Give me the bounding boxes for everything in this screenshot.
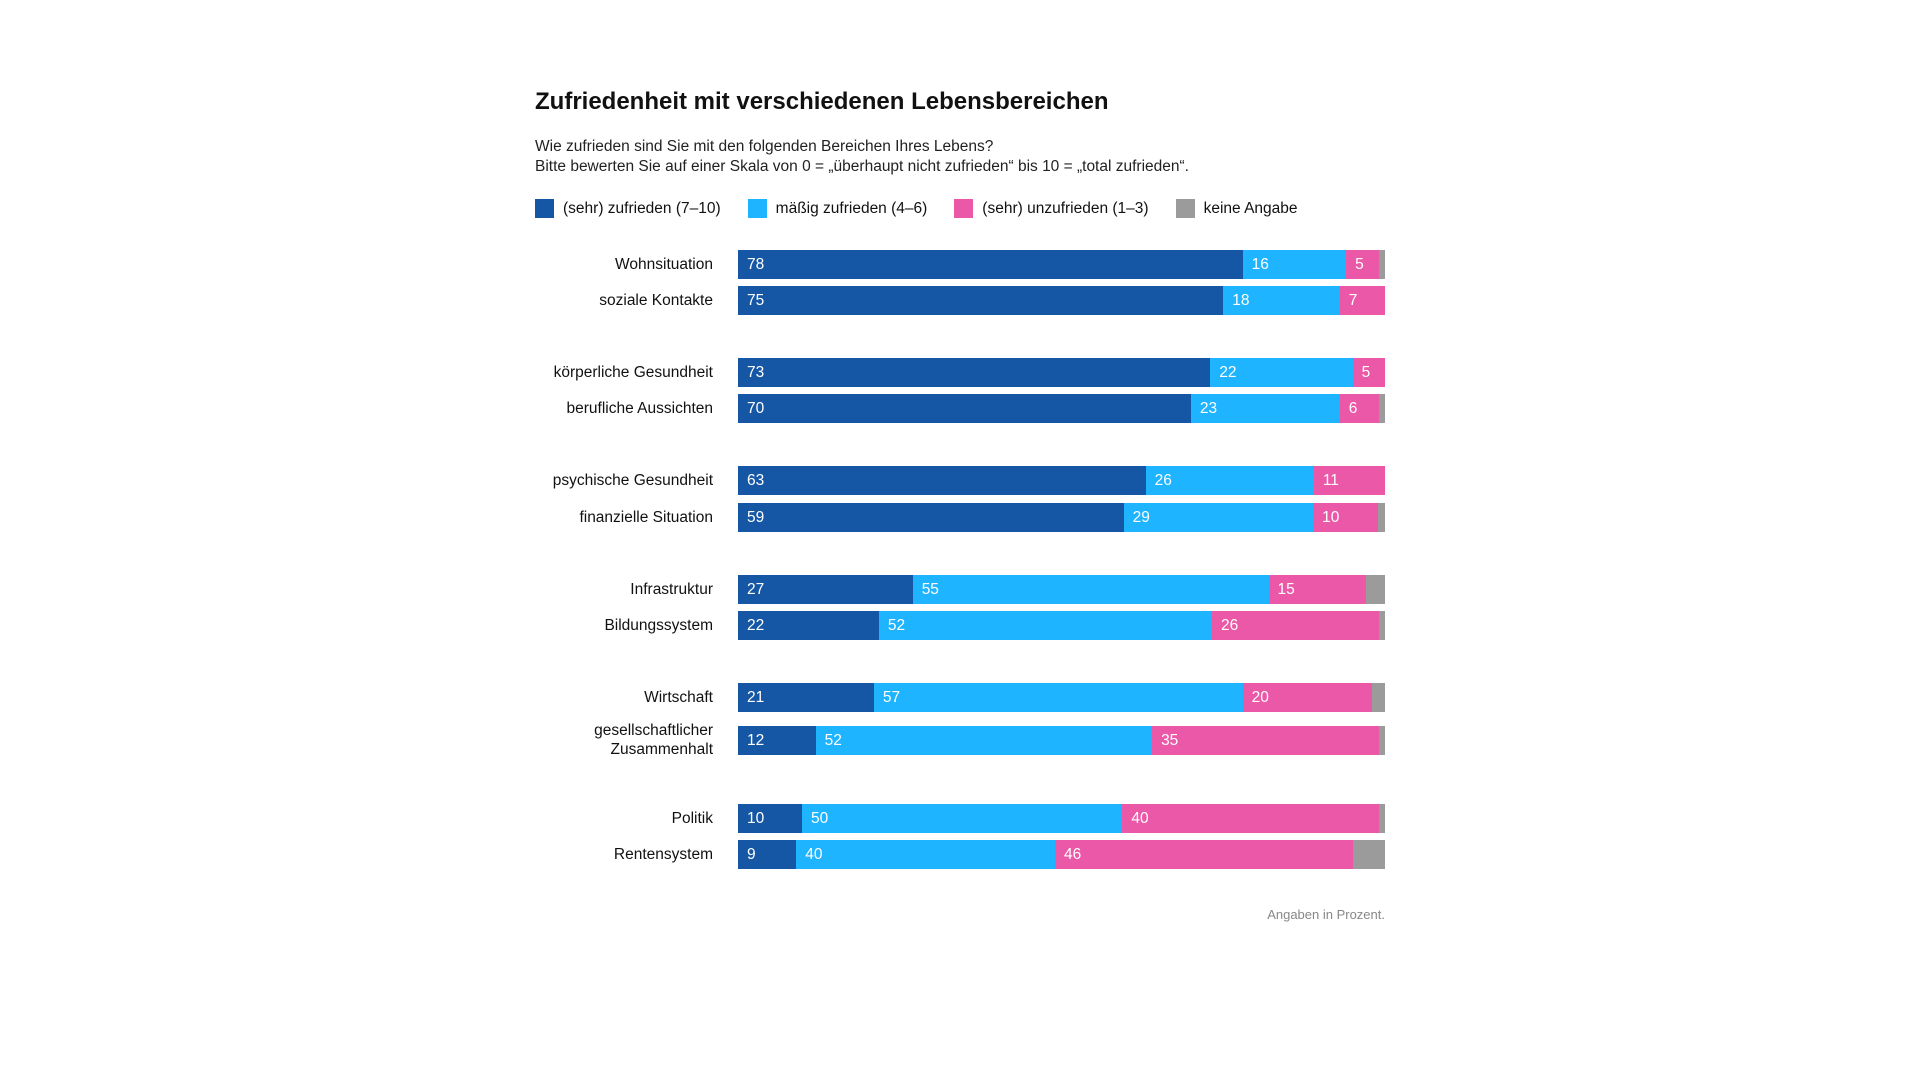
bar-segment: 21 <box>738 682 874 712</box>
category-label: soziale Kontakte <box>599 291 713 309</box>
legend-item: mäßig zufrieden (4–6) <box>747 199 928 218</box>
legend-label: (sehr) unzufrieden (1–3) <box>982 199 1149 217</box>
bar-segment: 63 <box>738 465 1146 495</box>
legend: (sehr) zufrieden (7–10) mäßig zufrieden (… <box>535 199 1325 218</box>
bar-row: 22 52 26 <box>738 610 1385 640</box>
bar-row: 21 57 20 <box>738 682 1385 712</box>
chart-title: Zufriedenheit mit verschiedenen Lebensbe… <box>535 88 1109 115</box>
bar-row: 70 23 6 <box>738 393 1385 423</box>
bar-segment: 12 <box>738 725 816 755</box>
category-label: psychische Gesundheit <box>552 471 713 489</box>
bar-segment: 55 <box>912 574 1269 604</box>
bar-segment: 50 <box>802 803 1123 833</box>
category-label: Wirtschaft <box>644 688 713 706</box>
category-label: finanzielle Situation <box>579 508 713 526</box>
bar-segment <box>1365 574 1385 604</box>
bar-segment: 10 <box>1313 502 1379 532</box>
bar-segment: 35 <box>1152 725 1379 755</box>
bar-segment: 59 <box>738 502 1124 532</box>
bar-segment: 75 <box>738 285 1224 315</box>
legend-swatch <box>1175 199 1195 218</box>
bar-segment: 29 <box>1123 502 1314 532</box>
bar-segment: 22 <box>1210 357 1353 387</box>
bar-segment: 7 <box>1339 285 1385 315</box>
category-label: gesellschaftlicher Zusammenhalt <box>594 722 713 758</box>
bar-segment: 20 <box>1242 682 1373 712</box>
category-label: körperliche Gesundheit <box>553 363 713 381</box>
bar-segment: 23 <box>1190 393 1340 423</box>
bar-segment: 18 <box>1223 285 1340 315</box>
bar-row: 59 29 10 <box>738 502 1385 532</box>
bar-segment: 73 <box>738 357 1211 387</box>
bar-segment: 40 <box>1122 803 1379 833</box>
category-label: Politik <box>671 809 713 827</box>
bar-segment: 10 <box>738 803 803 833</box>
chart-subtitle-line-2: Bitte bewerten Sie auf einer Skala von 0… <box>535 158 1189 175</box>
legend-label: keine Angabe <box>1203 199 1298 217</box>
legend-item: (sehr) unzufrieden (1–3) <box>954 199 1149 218</box>
legend-swatch <box>535 199 554 218</box>
bar-segment <box>1352 839 1385 869</box>
bar-segment <box>1378 725 1385 755</box>
bar-segment: 6 <box>1339 393 1379 423</box>
bar-segment: 70 <box>738 393 1191 423</box>
bar-segment <box>1378 249 1385 279</box>
bar-row: 10 50 40 <box>738 803 1385 833</box>
category-label: Rentensystem <box>613 845 713 863</box>
bar-segment: 9 <box>738 839 797 869</box>
bar-segment <box>1378 393 1385 423</box>
legend-label: (sehr) zufrieden (7–10) <box>563 199 721 217</box>
legend-swatch <box>747 199 767 218</box>
bar-segment: 15 <box>1268 574 1366 604</box>
legend-label: mäßig zufrieden (4–6) <box>775 199 928 217</box>
bar-row: 9 40 46 <box>738 839 1385 869</box>
chart-subtitle-line-1: Wie zufrieden sind Sie mit den folgenden… <box>535 138 994 155</box>
bar-segment: 46 <box>1055 839 1353 869</box>
category-label: Infrastruktur <box>630 580 713 598</box>
bar-segment <box>1378 502 1385 532</box>
bar-row: 12 52 35 <box>738 725 1385 755</box>
bar-segment <box>1378 610 1385 640</box>
bar-segment: 22 <box>738 610 879 640</box>
bar-segment: 40 <box>796 839 1056 869</box>
footnote: Angaben in Prozent. <box>1267 907 1385 922</box>
bar-row: 78 16 5 <box>738 249 1385 279</box>
bar-segment: 26 <box>1145 465 1314 495</box>
bar-segment: 27 <box>738 574 913 604</box>
bar-segment: 26 <box>1212 610 1379 640</box>
bar-segment: 5 <box>1346 249 1379 279</box>
bar-segment <box>1378 803 1385 833</box>
bar-segment: 52 <box>815 725 1153 755</box>
bar-segment: 57 <box>873 682 1243 712</box>
legend-item: keine Angabe <box>1175 199 1298 218</box>
bar-segment: 5 <box>1352 357 1385 387</box>
bar-row: 27 55 15 <box>738 574 1385 604</box>
bar-segment: 52 <box>878 610 1213 640</box>
bar-segment <box>1372 682 1385 712</box>
bar-segment: 16 <box>1242 249 1347 279</box>
bar-segment: 78 <box>738 249 1243 279</box>
bar-row: 75 18 7 <box>738 285 1385 315</box>
legend-swatch <box>954 199 974 218</box>
category-label: Wohnsituation <box>615 255 713 273</box>
category-label: Bildungssystem <box>604 616 713 634</box>
bar-row: 63 26 11 <box>738 465 1385 495</box>
bar-segment: 11 <box>1313 465 1385 495</box>
legend-item: (sehr) zufrieden (7–10) <box>535 199 721 218</box>
category-label: berufliche Aussichten <box>566 399 713 417</box>
bar-row: 73 22 5 <box>738 357 1385 387</box>
